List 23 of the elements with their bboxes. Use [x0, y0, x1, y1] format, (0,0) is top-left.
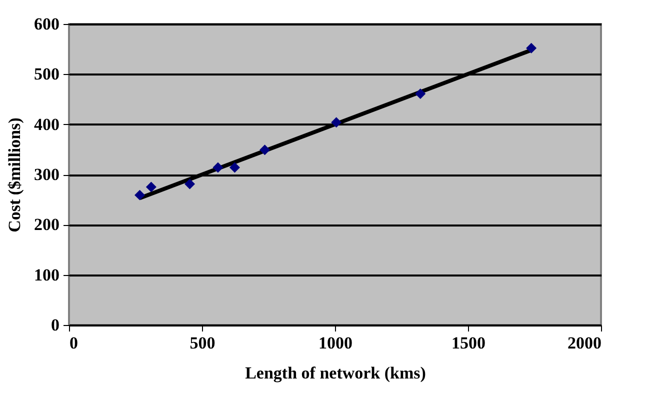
point: [260, 144, 270, 156]
x-tick-label: 2000: [568, 334, 602, 352]
point: [184, 178, 196, 190]
y-tick-label: 500: [34, 64, 60, 84]
y-tick-label: 400: [34, 114, 60, 134]
x-tick-label: 1000: [318, 334, 352, 352]
point: [134, 190, 145, 200]
y-axis-title: Cost ($millions): [5, 118, 24, 232]
point: [146, 182, 156, 192]
point: [212, 162, 224, 173]
point: [526, 42, 537, 54]
point: [331, 117, 342, 128]
x-tick-label: 500: [190, 334, 216, 352]
y-tick-label: 100: [34, 265, 60, 284]
point: [415, 88, 426, 99]
point: [229, 162, 240, 173]
x-axis-title: Length of network (kms): [245, 364, 426, 382]
x-tick-label: 1500: [452, 334, 486, 352]
y-tick-label: 600: [34, 14, 60, 34]
y-tick-label: 200: [34, 215, 60, 234]
y-tick-label: 300: [34, 165, 60, 184]
x-tick-label: 0: [70, 334, 78, 352]
y-tick-label: 0: [51, 316, 60, 334]
